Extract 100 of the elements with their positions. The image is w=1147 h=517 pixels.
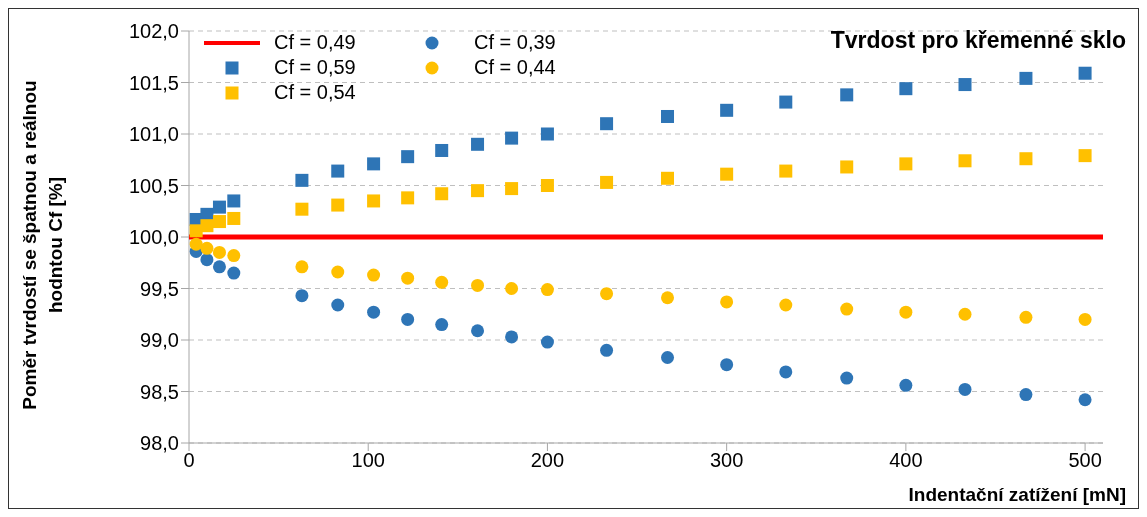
point (840, 302, 854, 316)
x-tick-label: 400 (889, 449, 923, 472)
point (227, 266, 241, 280)
y-tick-label: 99,0 (140, 329, 179, 352)
point (1019, 71, 1033, 85)
x-axis-title: Indentační zatížení [mN] (908, 484, 1126, 506)
point (661, 171, 675, 185)
point (840, 160, 854, 174)
x-tick-label: 200 (530, 449, 565, 472)
point (1019, 310, 1033, 324)
point (435, 275, 449, 289)
legend-label: Cf = 0,39 (474, 31, 556, 54)
point (471, 324, 485, 338)
point (840, 371, 854, 385)
point (540, 335, 554, 349)
point (331, 198, 345, 212)
point (958, 382, 972, 396)
point (435, 143, 449, 157)
point (367, 305, 381, 319)
point (661, 351, 675, 365)
point (958, 78, 972, 92)
point (331, 164, 345, 178)
point (600, 175, 614, 189)
point (720, 103, 734, 117)
point (471, 278, 485, 292)
point (1019, 388, 1033, 402)
legend-label: Cf = 0,49 (274, 31, 356, 54)
point (840, 88, 854, 102)
y-tick-label: 102,0 (128, 20, 179, 43)
point (1078, 393, 1092, 407)
point (1078, 66, 1092, 80)
point (471, 137, 485, 151)
x-tick-label: 500 (1068, 449, 1102, 472)
y-tick-label: 101,0 (128, 123, 179, 146)
point (212, 200, 226, 214)
y-tick-label: 99,5 (140, 277, 179, 300)
y-tick-label: 100,5 (128, 174, 179, 197)
point (779, 164, 793, 178)
point (899, 82, 913, 96)
point (600, 117, 614, 131)
y-tick-label: 101,5 (128, 71, 179, 94)
y-tick-label: 100,0 (128, 226, 179, 249)
point (505, 282, 519, 295)
point (367, 194, 381, 208)
x-tick-label: 300 (709, 449, 744, 472)
point (471, 184, 485, 198)
point (899, 157, 913, 171)
point (899, 305, 913, 319)
point (779, 365, 793, 379)
point (200, 219, 214, 233)
point (779, 95, 793, 109)
point (899, 378, 913, 392)
point (540, 179, 554, 192)
x-tick-label: 0 (183, 449, 195, 472)
point (212, 260, 226, 274)
legend-label: Cf = 0,54 (274, 81, 356, 104)
point (189, 237, 203, 251)
point (600, 343, 614, 357)
point (435, 318, 449, 332)
point (505, 330, 519, 344)
point (367, 157, 381, 171)
x-tick-label: 100 (351, 449, 385, 472)
point (295, 202, 309, 216)
point (779, 298, 793, 312)
point (401, 312, 415, 326)
point (331, 265, 345, 279)
point (720, 167, 734, 181)
y-tick-label: 98,0 (140, 432, 179, 455)
point (295, 289, 309, 303)
legend-label: Cf = 0,44 (474, 56, 556, 79)
point (227, 249, 241, 263)
point (212, 215, 226, 229)
point (505, 131, 519, 145)
point (958, 154, 972, 168)
point (200, 253, 214, 267)
point (540, 127, 554, 141)
point (227, 211, 241, 225)
point (401, 271, 415, 285)
point (401, 191, 415, 205)
y-axis-title: Poměr tvrdostí se špatnou a reálnou hodntou Cf [%] (18, 79, 67, 412)
point (720, 358, 734, 372)
point (1078, 149, 1092, 163)
chart-title: Tvrdost pro křemenné sklo (830, 27, 1126, 54)
point (367, 268, 381, 282)
point (540, 283, 554, 297)
point (661, 291, 675, 305)
point (227, 194, 241, 208)
point (435, 187, 449, 201)
point (720, 295, 734, 309)
point (1078, 312, 1092, 326)
point (212, 245, 226, 259)
point (661, 109, 675, 123)
point (600, 287, 614, 301)
point (295, 173, 309, 187)
point (331, 298, 345, 312)
legend-label: Cf = 0,59 (274, 56, 356, 79)
point (958, 307, 972, 321)
point (505, 182, 519, 196)
point (401, 150, 415, 164)
point (295, 260, 309, 274)
